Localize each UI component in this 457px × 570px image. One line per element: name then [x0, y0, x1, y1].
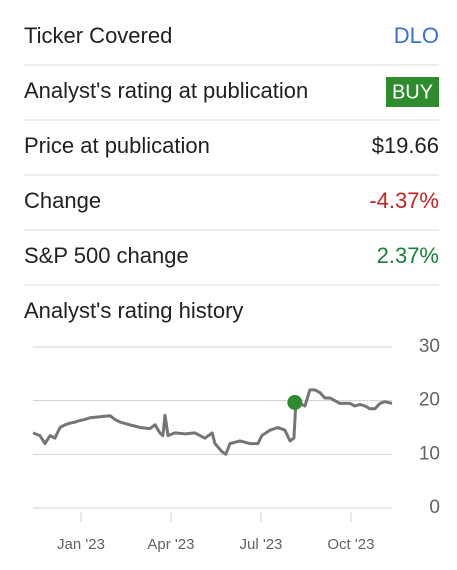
- row-value: -4.37%: [369, 188, 439, 213]
- x-tick-label: Jul '23: [239, 536, 282, 553]
- y-tick-label: 0: [429, 497, 440, 518]
- publication-marker: [287, 394, 303, 410]
- rating-badge: [386, 77, 439, 107]
- row-label: Change: [24, 188, 101, 213]
- chart-title: Analyst's rating history: [24, 298, 243, 323]
- row-label: Ticker Covered: [24, 23, 172, 48]
- row-label: Analyst's rating at publication: [24, 78, 308, 103]
- x-tick-label: Oct '23: [327, 536, 374, 553]
- y-tick-label: 30: [419, 336, 440, 357]
- y-tick-label: 10: [419, 443, 440, 464]
- row-value: DLO: [394, 23, 439, 48]
- row-value: BUY: [392, 81, 433, 103]
- row-value: $19.66: [372, 133, 439, 158]
- x-tick-label: Jan '23: [57, 536, 105, 553]
- row-label: S&P 500 change: [24, 243, 189, 268]
- price-line: [32, 388, 393, 456]
- row-value: 2.37%: [377, 243, 439, 268]
- y-tick-label: 20: [419, 390, 440, 411]
- row-label: Price at publication: [24, 133, 210, 158]
- x-tick-label: Apr '23: [147, 536, 194, 553]
